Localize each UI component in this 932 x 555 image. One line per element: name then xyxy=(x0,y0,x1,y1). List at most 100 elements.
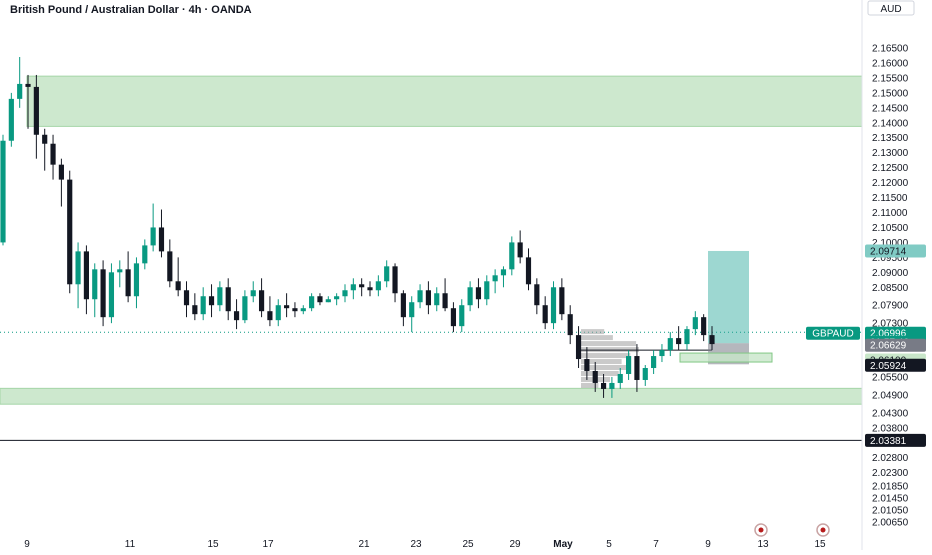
candle-body[interactable] xyxy=(409,302,415,318)
candle-body[interactable] xyxy=(584,359,590,372)
target-zone[interactable] xyxy=(708,250,749,344)
candle-body[interactable] xyxy=(250,290,256,297)
candle-body[interactable] xyxy=(634,356,640,380)
candle-body[interactable] xyxy=(459,305,465,327)
candle-body[interactable] xyxy=(334,296,340,300)
currency-label: AUD xyxy=(880,4,901,15)
candle-body[interactable] xyxy=(484,281,490,300)
candle-body[interactable] xyxy=(659,350,665,357)
candle-body[interactable] xyxy=(651,356,657,369)
candle-body[interactable] xyxy=(267,311,273,321)
candle-body[interactable] xyxy=(534,284,540,306)
candle-body[interactable] xyxy=(676,338,682,345)
candle-body[interactable] xyxy=(200,296,206,315)
candle-body[interactable] xyxy=(375,281,381,291)
candle-body[interactable] xyxy=(100,269,106,318)
candle-body[interactable] xyxy=(701,317,707,336)
candle-body[interactable] xyxy=(575,335,582,360)
candle-body[interactable] xyxy=(600,382,607,389)
candle-body[interactable] xyxy=(517,242,523,258)
candle-body[interactable] xyxy=(392,266,398,294)
candle-body[interactable] xyxy=(684,329,690,345)
candle-body[interactable] xyxy=(626,356,632,374)
candle-body[interactable] xyxy=(550,287,557,324)
candle-body[interactable] xyxy=(542,305,548,324)
candle-body[interactable] xyxy=(142,245,148,264)
candle-body[interactable] xyxy=(567,314,573,336)
candle-body[interactable] xyxy=(667,338,673,351)
candle-body[interactable] xyxy=(42,134,48,144)
candle-body[interactable] xyxy=(225,287,231,312)
candle-body[interactable] xyxy=(0,140,6,243)
candle-body[interactable] xyxy=(642,368,648,380)
candle-body[interactable] xyxy=(425,290,431,306)
candle-body[interactable] xyxy=(92,269,98,300)
candle-body[interactable] xyxy=(67,179,73,285)
time-axis[interactable]: 9 11 15 17 21 23 25 29 May 5 7 9 13 15 xyxy=(24,539,826,550)
candle-body[interactable] xyxy=(342,290,348,297)
small-zone[interactable] xyxy=(679,352,773,363)
candle-body[interactable] xyxy=(284,305,290,309)
candle-body[interactable] xyxy=(300,308,306,312)
candle-body[interactable] xyxy=(367,287,373,291)
price-axis[interactable]: 2.16500 2.16000 2.15500 2.15000 2.14500 2.140… xyxy=(861,0,909,550)
candle-body[interactable] xyxy=(309,296,315,309)
candle-body[interactable] xyxy=(183,290,190,306)
candle-body[interactable] xyxy=(317,296,323,303)
candle-body[interactable] xyxy=(117,269,123,273)
candle-body[interactable] xyxy=(167,251,173,282)
candle-body[interactable] xyxy=(150,227,156,246)
candle-body[interactable] xyxy=(492,275,498,282)
candle-body[interactable] xyxy=(8,98,14,141)
candle-body[interactable] xyxy=(559,287,565,315)
candle-body[interactable] xyxy=(350,284,356,291)
candle-body[interactable] xyxy=(400,293,406,318)
currency-box[interactable] xyxy=(867,0,915,16)
candle-body[interactable] xyxy=(58,164,64,180)
candle-body[interactable] xyxy=(609,382,615,389)
candle-body[interactable] xyxy=(275,305,281,321)
candle-body[interactable] xyxy=(617,373,623,383)
candle-body[interactable] xyxy=(83,251,89,300)
candle-body[interactable] xyxy=(475,287,482,300)
candle-body[interactable] xyxy=(175,281,181,291)
candle-body[interactable] xyxy=(192,305,198,315)
candle-body[interactable] xyxy=(525,257,532,285)
candle-body[interactable] xyxy=(208,296,215,306)
candle-body[interactable] xyxy=(417,290,423,303)
candle-body[interactable] xyxy=(133,263,140,297)
candle-body[interactable] xyxy=(692,317,698,330)
candle-body[interactable] xyxy=(158,227,165,252)
candle-body[interactable] xyxy=(709,335,715,345)
candle-body[interactable] xyxy=(217,287,223,306)
supply-zone[interactable] xyxy=(26,75,863,127)
candle-body[interactable] xyxy=(467,287,473,306)
candle-body[interactable] xyxy=(242,296,248,321)
candle-body[interactable] xyxy=(108,272,115,318)
candle-body[interactable] xyxy=(384,266,390,282)
volume-profile-bar xyxy=(581,370,619,376)
demand-zone[interactable] xyxy=(0,387,863,405)
candle-body[interactable] xyxy=(50,143,56,165)
candle-body[interactable] xyxy=(25,83,31,87)
candle-body[interactable] xyxy=(17,83,23,99)
candle-body[interactable] xyxy=(292,308,298,312)
candle-body[interactable] xyxy=(75,251,81,285)
candle-body[interactable] xyxy=(500,269,507,276)
long-position-tool[interactable] xyxy=(679,250,773,365)
candle-body[interactable] xyxy=(359,284,365,288)
event-marker-icon[interactable] xyxy=(820,527,826,533)
candle-body[interactable] xyxy=(125,269,131,297)
candle-body[interactable] xyxy=(442,293,448,309)
candle-body[interactable] xyxy=(434,293,440,306)
candle-body[interactable] xyxy=(233,311,240,321)
candle-body[interactable] xyxy=(33,86,39,135)
candle-body[interactable] xyxy=(592,371,598,383)
price-tick-label: 2.11500 xyxy=(872,193,908,204)
candle-body[interactable] xyxy=(325,299,331,303)
candle-body[interactable] xyxy=(509,242,515,270)
event-marker-icon[interactable] xyxy=(758,527,764,533)
candle-body[interactable] xyxy=(450,308,457,327)
candle-body[interactable] xyxy=(258,290,265,312)
